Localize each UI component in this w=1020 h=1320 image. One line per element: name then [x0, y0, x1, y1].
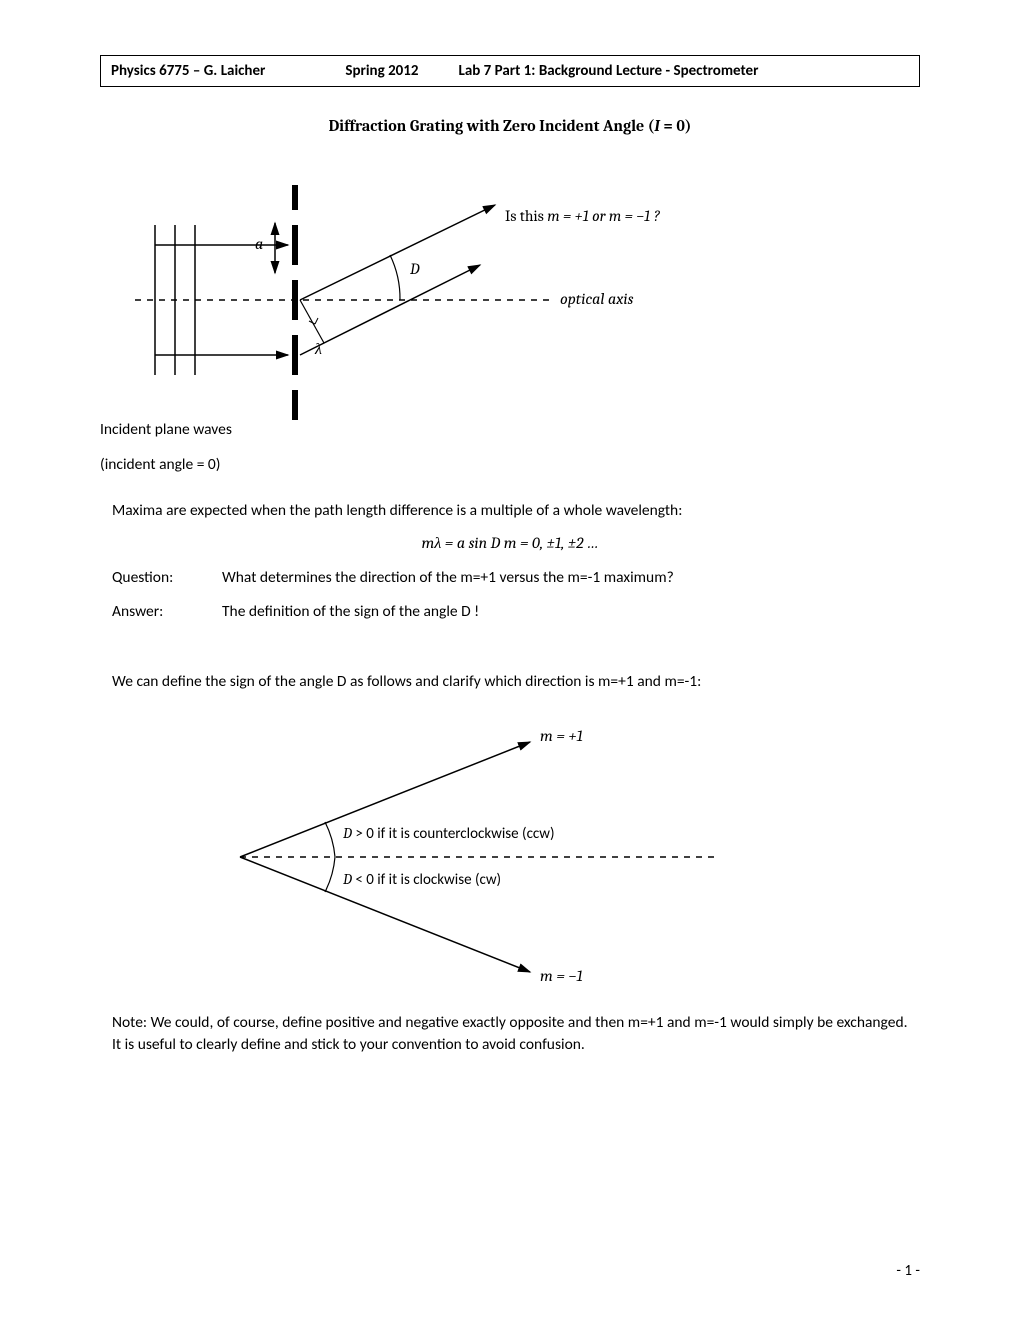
page-title: Diffraction Grating with Zero Incident A…: [100, 117, 920, 135]
equation: mλ = a sin D m = 0, ±1, ±2 …: [100, 534, 920, 553]
label-ccw: D > 0 if it is counterclockwise (ccw): [343, 824, 555, 843]
label-incident2: (incident angle = 0): [100, 455, 220, 474]
header-lab: Lab 7 Part 1: Background Lecture - Spect…: [458, 62, 909, 80]
define-text: We can define the sign of the angle D as…: [112, 671, 920, 693]
label-lambda: λ: [315, 340, 322, 359]
label-question: Is this m = +1 or m = −1 ?: [505, 207, 660, 225]
diagram-grating: a D λ optical axis Is this m = +1 or m =…: [100, 165, 920, 475]
label-incident1: Incident plane waves: [100, 420, 232, 439]
question-text: What determines the direction of the m=+…: [222, 568, 674, 587]
header-course: Physics 6775 – G. Laicher: [111, 62, 265, 80]
answer-row: Answer: The definition of the sign of th…: [112, 602, 920, 621]
label-m-minus: m = −1: [540, 967, 583, 985]
diagram-sign-convention: m = +1 m = −1 D > 0 if it is countercloc…: [100, 712, 920, 1002]
question-row: Question: What determines the direction …: [112, 568, 920, 587]
header-term: Spring 2012: [345, 62, 418, 80]
label-a: a: [255, 235, 263, 253]
page-header: Physics 6775 – G. Laicher Spring 2012 La…: [100, 55, 920, 87]
note-text: Note: We could, of course, define positi…: [112, 1012, 920, 1055]
label-m-plus: m = +1: [540, 727, 583, 745]
question-label: Question:: [112, 568, 222, 587]
page-number: - 1 -: [896, 1262, 920, 1280]
label-optical-axis: optical axis: [560, 290, 633, 308]
answer-label: Answer:: [112, 602, 222, 621]
label-D: D: [410, 260, 420, 278]
label-cw: D < 0 if it is clockwise (cw): [343, 870, 501, 889]
answer-text: The definition of the sign of the angle …: [222, 602, 479, 621]
maxima-text: Maxima are expected when the path length…: [112, 500, 920, 522]
